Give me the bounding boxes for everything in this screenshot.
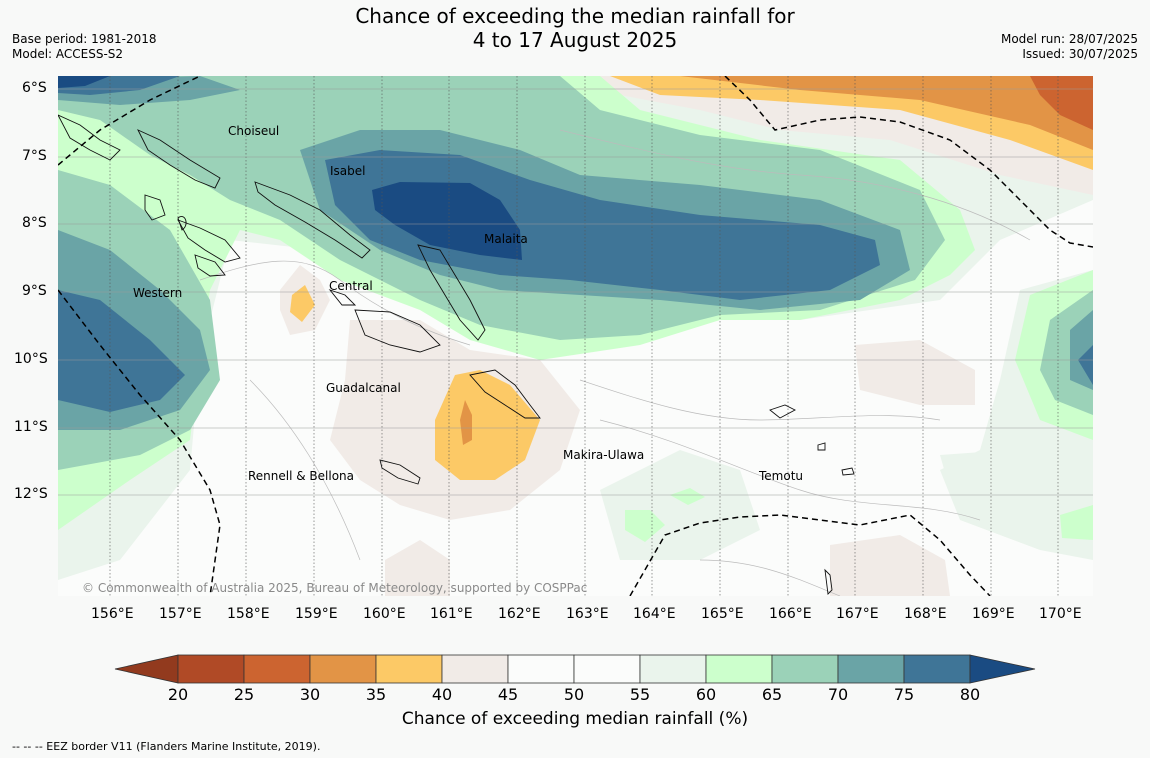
model-name: Model: ACCESS-S2 [12, 47, 124, 61]
colorbar-tick-45: 45 [497, 685, 519, 704]
lon-label-170e: 170°E [1039, 606, 1082, 622]
island-coastlines [58, 114, 855, 595]
colorbar-tick-60: 60 [695, 685, 717, 704]
map-title-line1: Chance of exceeding the median rainfall … [355, 4, 795, 28]
copyright-notice: © Commonwealth of Australia 2025, Bureau… [82, 581, 588, 595]
lon-label-156e: 156°E [91, 606, 134, 622]
colorbar-tick-70: 70 [827, 685, 849, 704]
colorbar [114, 654, 1036, 684]
lat-label-9s: 9°S [22, 283, 47, 299]
region-label-rennell-bellona: Rennell & Bellona [248, 469, 355, 483]
colorbar-tick-65: 65 [761, 685, 783, 704]
issued-date: Issued: 30/07/2025 [1022, 47, 1138, 61]
colorbar-tick-80: 80 [959, 685, 981, 704]
colorbar-tick-35: 35 [365, 685, 387, 704]
eez-border-note: -- -- -- EEZ border V11 (Flanders Marine… [12, 740, 321, 753]
lon-label-167e: 167°E [836, 606, 879, 622]
lon-label-169e: 169°E [972, 606, 1015, 622]
lon-label-165e: 165°E [701, 606, 744, 622]
region-label-temotu: Temotu [759, 469, 804, 483]
lon-label-168e: 168°E [904, 606, 947, 622]
eez-border [58, 76, 1093, 596]
colorbar-label: Chance of exceeding median rainfall (%) [401, 709, 749, 729]
colorbar-tick-25: 25 [233, 685, 255, 704]
region-label-choiseul: Choiseul [228, 124, 280, 138]
colorbar-tick-75: 75 [893, 685, 915, 704]
colorbar-tick-20: 20 [167, 685, 189, 704]
base-period: Base period: 1981-2018 [12, 32, 157, 46]
lon-label-163e: 163°E [566, 606, 609, 622]
lon-label-158e: 158°E [227, 606, 270, 622]
region-label-central: Central [329, 279, 373, 293]
lat-label-6s: 6°S [22, 80, 47, 96]
region-label-makira-ulawa: Makira-Ulawa [563, 448, 645, 462]
lon-label-160e: 160°E [363, 606, 406, 622]
region-label-western: Western [133, 286, 183, 300]
colorbar-tick-40: 40 [431, 685, 453, 704]
colorbar-tick-55: 55 [629, 685, 651, 704]
lon-label-161e: 161°E [430, 606, 473, 622]
model-run: Model run: 28/07/2025 [1000, 32, 1138, 46]
lon-label-157e: 157°E [159, 606, 202, 622]
lon-label-164e: 164°E [633, 606, 676, 622]
region-label-isabel: Isabel [330, 164, 366, 178]
lon-label-162e: 162°E [498, 606, 541, 622]
lat-label-12s: 12°S [14, 486, 48, 502]
colorbar-tick-50: 50 [563, 685, 585, 704]
lat-label-11s: 11°S [14, 419, 48, 435]
lat-label-8s: 8°S [22, 215, 47, 231]
map-plot-area [58, 76, 1093, 596]
lon-label-166e: 166°E [769, 606, 812, 622]
region-label-malaita: Malaita [484, 232, 528, 246]
region-label-guadalcanal: Guadalcanal [326, 381, 401, 395]
lon-label-159e: 159°E [295, 606, 338, 622]
colorbar-tick-30: 30 [299, 685, 321, 704]
lat-label-7s: 7°S [22, 148, 47, 164]
lat-label-10s: 10°S [14, 351, 48, 367]
map-title-line2: 4 to 17 August 2025 [472, 28, 678, 52]
